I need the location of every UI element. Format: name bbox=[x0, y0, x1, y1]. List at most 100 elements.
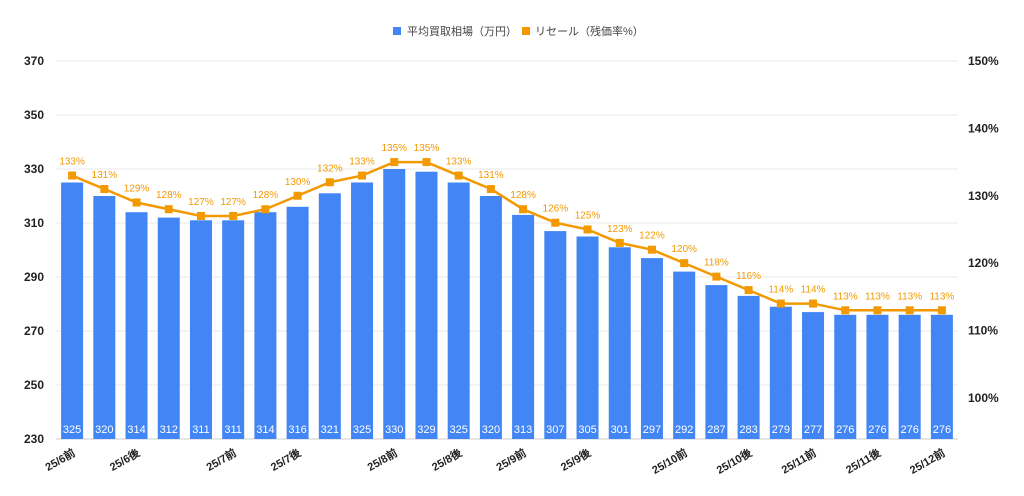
resale-line bbox=[71, 160, 942, 312]
y-right-tick-label: 130% bbox=[968, 189, 999, 203]
bar bbox=[93, 196, 116, 439]
bar-value-label: 305 bbox=[578, 424, 596, 436]
bar bbox=[673, 271, 696, 439]
y-left-tick-label: 290 bbox=[24, 270, 44, 284]
line-value-label: 116% bbox=[736, 271, 761, 282]
y-left-tick-label: 270 bbox=[24, 324, 44, 338]
line-point bbox=[809, 299, 818, 308]
line-point bbox=[615, 238, 624, 247]
line-point bbox=[325, 178, 334, 187]
line-value-label: 120% bbox=[671, 244, 697, 255]
y-right-tick-label: 140% bbox=[968, 121, 999, 135]
line-point bbox=[519, 205, 528, 214]
x-tick-label: 25/7後 bbox=[268, 445, 304, 474]
bar-value-label: 297 bbox=[643, 424, 661, 436]
bar bbox=[802, 312, 825, 439]
bar bbox=[318, 193, 341, 439]
bar-value-label: 292 bbox=[675, 424, 693, 436]
bar bbox=[189, 220, 212, 439]
bar bbox=[834, 314, 857, 439]
bar-value-label: 316 bbox=[288, 424, 306, 436]
x-tick-label: 25/9前 bbox=[494, 445, 529, 473]
bar-value-label: 311 bbox=[224, 424, 242, 436]
x-tick-label: 25/9後 bbox=[558, 445, 594, 474]
bar bbox=[866, 314, 889, 439]
line-value-label: 114% bbox=[768, 285, 793, 296]
line-point bbox=[744, 286, 753, 295]
legend-swatch-line bbox=[522, 27, 530, 35]
line-point bbox=[937, 306, 946, 315]
bar bbox=[576, 236, 599, 439]
bar bbox=[61, 182, 84, 439]
line-point bbox=[390, 158, 399, 167]
bar bbox=[512, 214, 535, 439]
line-point bbox=[100, 185, 109, 194]
line-point bbox=[841, 306, 850, 315]
bar-value-label: 276 bbox=[900, 424, 918, 436]
x-tick-label: 25/7前 bbox=[204, 445, 239, 473]
bar bbox=[608, 247, 631, 439]
line-value-label: 126% bbox=[543, 204, 569, 215]
x-tick-label: 25/8前 bbox=[365, 445, 400, 473]
y-right-tick-label: 150% bbox=[968, 54, 999, 68]
bar bbox=[544, 231, 567, 439]
line-value-label: 127% bbox=[188, 197, 214, 208]
bar bbox=[351, 182, 374, 439]
line-value-label: 123% bbox=[607, 224, 633, 235]
line-point bbox=[68, 171, 77, 180]
bar bbox=[222, 220, 245, 439]
bar-value-label: 321 bbox=[321, 424, 339, 436]
x-tick-label: 25/11前 bbox=[779, 445, 819, 476]
bar bbox=[769, 306, 792, 439]
line-point bbox=[712, 272, 721, 281]
x-tick-label: 25/10前 bbox=[649, 445, 689, 476]
line-point bbox=[776, 299, 785, 308]
line-point bbox=[132, 198, 141, 207]
x-tick-label: 25/6前 bbox=[43, 445, 78, 473]
bar-value-label: 276 bbox=[868, 424, 886, 436]
bar-value-label: 320 bbox=[95, 424, 113, 436]
y-left-tick-label: 330 bbox=[24, 162, 44, 176]
line-value-label: 131% bbox=[92, 170, 118, 181]
y-left-tick-label: 250 bbox=[24, 378, 44, 392]
bar bbox=[930, 314, 953, 439]
bar-value-label: 329 bbox=[417, 424, 435, 436]
bar-value-label: 325 bbox=[63, 424, 81, 436]
line-value-label: 113% bbox=[929, 291, 954, 302]
line-value-label: 131% bbox=[478, 170, 504, 181]
bar-value-label: 283 bbox=[739, 424, 757, 436]
x-tick-label: 25/6後 bbox=[107, 445, 143, 474]
bar bbox=[737, 295, 760, 439]
legend: 平均買取相場（万円） リセール（残価率%） bbox=[393, 24, 644, 38]
legend-label-bars: 平均買取相場（万円） bbox=[407, 25, 517, 38]
line-value-label: 128% bbox=[156, 190, 182, 201]
line-point bbox=[486, 185, 495, 194]
line-value-label: 113% bbox=[833, 291, 858, 302]
bar bbox=[705, 285, 728, 439]
bar bbox=[383, 169, 406, 439]
legend-label-line: リセール（残価率%） bbox=[535, 24, 644, 38]
bar-value-label: 312 bbox=[160, 424, 178, 436]
line-value-label: 125% bbox=[575, 210, 601, 221]
line-point bbox=[680, 259, 689, 268]
x-tick-label: 25/12前 bbox=[907, 445, 947, 476]
x-tick-label: 25/10後 bbox=[714, 445, 755, 477]
line-point bbox=[873, 306, 882, 315]
line-point bbox=[358, 171, 367, 180]
bar bbox=[479, 196, 502, 439]
legend-swatch-bars bbox=[393, 27, 401, 35]
line-point bbox=[229, 211, 238, 220]
line-point bbox=[905, 306, 914, 315]
line-value-label: 128% bbox=[510, 190, 536, 201]
bar bbox=[157, 217, 180, 439]
y-left-tick-label: 310 bbox=[24, 216, 44, 230]
line-value-label: 113% bbox=[897, 291, 922, 302]
bar-value-label: 313 bbox=[514, 424, 532, 436]
line-point bbox=[551, 218, 560, 227]
line-value-label: 114% bbox=[801, 285, 826, 296]
bar-value-label: 325 bbox=[449, 424, 467, 436]
line-value-label: 129% bbox=[124, 183, 150, 194]
line-value-label: 113% bbox=[865, 291, 890, 302]
line-point bbox=[293, 191, 302, 200]
